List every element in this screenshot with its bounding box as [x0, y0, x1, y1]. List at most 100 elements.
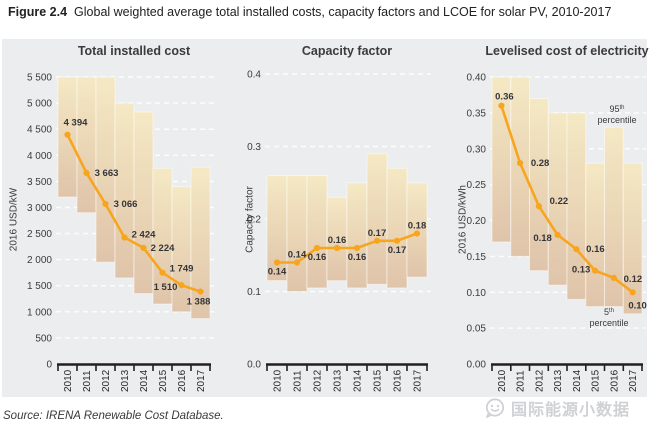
value-label: 0.16: [328, 235, 347, 246]
x-tick-label: 2010: [63, 369, 74, 392]
value-label: 0.16: [348, 252, 367, 263]
percentile-band: [286, 175, 308, 292]
percentile-annotation: 95th: [609, 104, 624, 114]
data-point: [592, 267, 599, 274]
y-tick-label: 0.25: [467, 180, 487, 191]
y-tick-label: 2 000: [27, 255, 52, 266]
y-tick-label: 0.0: [247, 360, 261, 371]
y-tick-label: 0: [46, 360, 52, 371]
x-tick-label: 2011: [82, 370, 93, 392]
percentile-annotation-word: percentile: [597, 115, 636, 125]
value-label: 1 388: [187, 297, 211, 308]
x-tick-label: 2012: [101, 369, 112, 392]
data-point: [373, 237, 381, 244]
x-tick-label: 2015: [591, 369, 602, 392]
percentile-band: [190, 166, 211, 320]
y-tick-label: 0.40: [467, 73, 487, 84]
watermark-text: 国际能源小数据: [511, 402, 631, 419]
figure-label: Figure 2.4: [8, 5, 68, 19]
percentile-band: [622, 162, 643, 315]
value-label: 0.18: [533, 233, 552, 244]
x-tick-label: 2012: [534, 369, 545, 392]
percentile-band: [366, 153, 388, 285]
y-tick-label: 0.35: [467, 108, 487, 119]
figure-header: Figure 2.4 Global weighted average total …: [8, 5, 658, 19]
percentile-band: [604, 126, 624, 308]
value-label: 0.14: [288, 250, 307, 261]
y-tick-label: 1 000: [27, 307, 52, 318]
y-tick-label: 0.30: [467, 144, 487, 155]
y-tick-label: 5 500: [27, 73, 52, 84]
data-point: [121, 234, 128, 241]
data-point: [610, 274, 618, 281]
x-tick-label: 2015: [158, 369, 169, 392]
x-tick-label: 2017: [628, 369, 639, 392]
x-tick-label: 2011: [516, 370, 527, 392]
value-label: 0.17: [368, 228, 387, 239]
y-tick-label: 5 000: [27, 99, 52, 110]
value-label: 3 066: [114, 199, 138, 210]
data-point: [140, 244, 147, 251]
value-label: 0.14: [268, 267, 287, 278]
percentile-band: [386, 167, 408, 289]
y-tick-label: 0.10: [467, 288, 487, 299]
data-point: [413, 230, 421, 237]
data-point: [293, 259, 301, 266]
value-label: 1 749: [170, 264, 194, 275]
value-label: 0.10: [628, 300, 647, 311]
x-tick-label: 2013: [120, 369, 131, 392]
value-label: 0.16: [308, 252, 327, 263]
data-point: [629, 289, 636, 296]
data-point: [64, 131, 71, 138]
y-tick-label: 0.2: [247, 215, 261, 226]
data-point: [498, 102, 505, 109]
y-tick-label: 0.05: [467, 324, 487, 335]
data-point: [197, 288, 204, 295]
value-label: 2 424: [132, 230, 156, 241]
data-point: [554, 231, 561, 238]
x-tick-label: 2010: [273, 369, 284, 392]
x-tick-label: 2014: [353, 369, 364, 392]
percentile-band: [76, 76, 97, 214]
x-tick-label: 2011: [293, 370, 304, 392]
y-tick-label: 0.20: [467, 216, 487, 227]
chart-title-capacity-factor: Capacity factor: [301, 44, 393, 58]
x-tick-label: 2013: [333, 369, 344, 392]
x-tick-label: 2014: [572, 369, 583, 392]
x-tick-label: 2016: [393, 369, 404, 392]
y-tick-label: 500: [35, 333, 52, 344]
y-tick-label: 0.3: [247, 142, 261, 153]
percentile-band: [585, 162, 606, 308]
y-tick-label: 0.15: [467, 252, 487, 263]
data-point: [159, 269, 166, 276]
x-tick-label: 2010: [497, 369, 508, 392]
value-label: 0.12: [624, 274, 643, 285]
percentile-band: [510, 76, 531, 257]
x-tick-label: 2014: [139, 369, 150, 392]
data-point: [393, 237, 401, 244]
weighted-average-line: [500, 104, 634, 294]
x-tick-label: 2015: [373, 369, 384, 392]
value-label: 0.36: [495, 92, 514, 103]
percentile-band: [406, 182, 428, 278]
value-label: 4 394: [64, 118, 88, 129]
percentile-band: [529, 98, 549, 272]
data-point: [517, 160, 524, 167]
x-tick-label: 2017: [413, 369, 424, 392]
y-tick-label: 0.1: [247, 287, 261, 298]
y-tick-label: 0.00: [467, 360, 487, 371]
y-tick-label: 3 500: [27, 177, 52, 188]
y-tick-label: 0.4: [247, 70, 261, 81]
value-label: 3 663: [95, 168, 119, 179]
value-label: 0.16: [586, 244, 605, 255]
x-tick-label: 2013: [553, 369, 564, 392]
y-tick-label: 4 500: [27, 125, 52, 136]
data-point: [333, 244, 341, 252]
value-label: 1 510: [154, 282, 178, 293]
percentile-band: [114, 102, 135, 279]
weighted-average-line: [275, 232, 419, 264]
value-label: 0.18: [408, 221, 427, 232]
y-tick-label: 1 500: [27, 281, 52, 292]
chart-title-total-installed-cost: Total installed cost: [77, 44, 191, 58]
